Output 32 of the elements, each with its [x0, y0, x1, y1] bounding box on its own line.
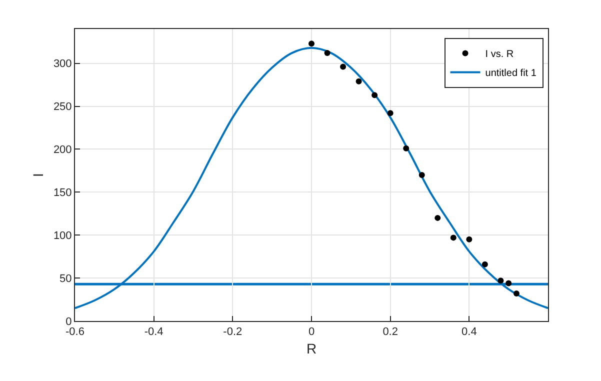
point — [324, 50, 330, 56]
x-tick-label: 0.2 — [382, 326, 398, 338]
legend-label: untitled fit 1 — [485, 68, 537, 80]
point — [340, 64, 346, 70]
y-tick-label: 50 — [60, 272, 72, 285]
x-tick-label: -0.4 — [144, 326, 164, 338]
y-tick-label: 100 — [53, 230, 72, 242]
x-axis-title: R — [306, 340, 317, 356]
point — [513, 290, 520, 297]
point — [418, 172, 425, 178]
point — [403, 145, 410, 152]
x-tick-label: 0.4 — [462, 326, 477, 338]
point — [372, 92, 378, 98]
point — [356, 78, 362, 84]
x-tick-label: -0.2 — [223, 326, 242, 338]
y-tick-label: 200 — [53, 144, 72, 156]
y-tick-label: 250 — [53, 101, 72, 114]
point — [434, 214, 441, 221]
point — [498, 278, 504, 284]
point — [506, 280, 512, 286]
point — [450, 234, 456, 241]
y-tick-label: 300 — [53, 58, 72, 70]
legend-label: I vs. R — [485, 49, 514, 60]
point — [308, 40, 314, 47]
y-tick-label: 150 — [53, 187, 72, 200]
point — [466, 236, 472, 242]
point — [482, 261, 488, 268]
x-tick-label: 0 — [308, 326, 315, 338]
x-tick-label: -0.6 — [66, 326, 84, 338]
y-tick-label: 0 — [66, 316, 72, 328]
y-axis-title: I — [30, 173, 46, 177]
point — [387, 110, 394, 116]
